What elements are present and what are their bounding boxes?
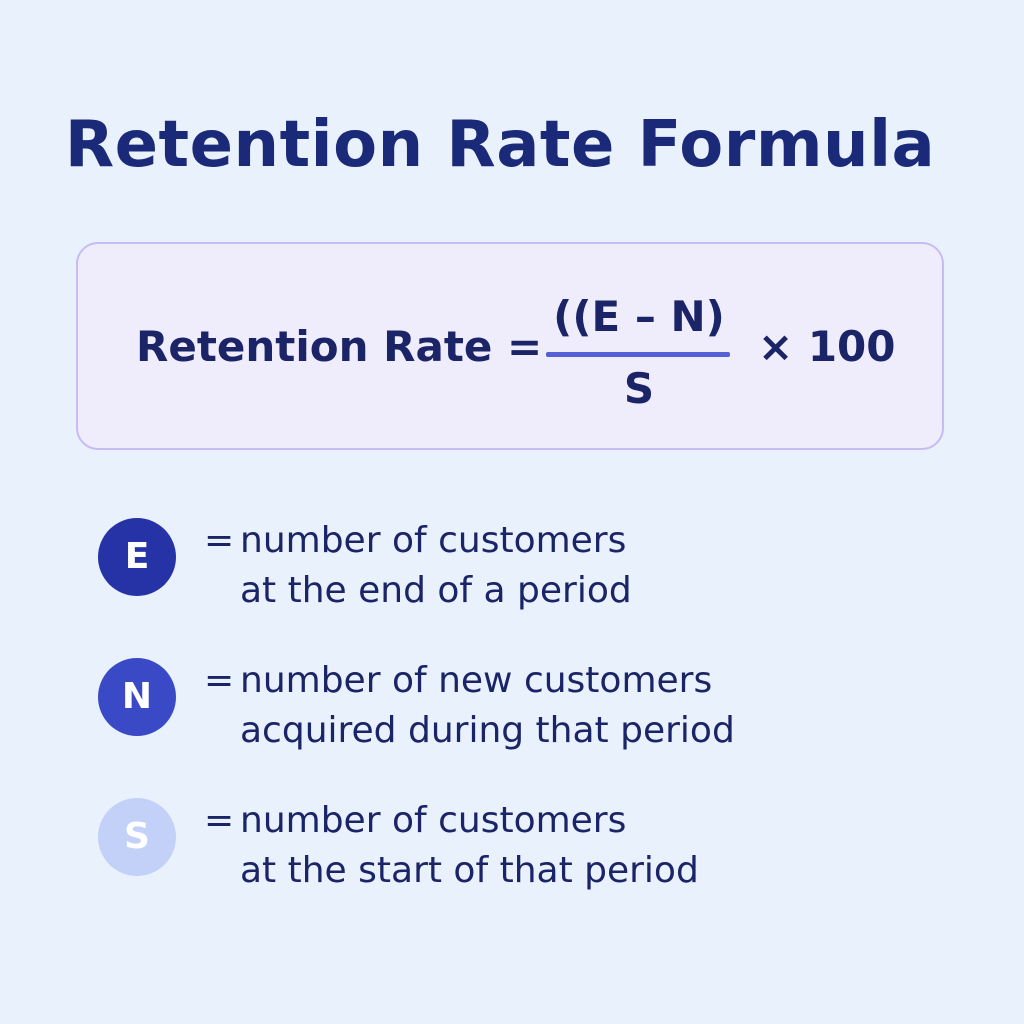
equals-sign: = — [204, 660, 235, 701]
definition-n: N = number of new customers acquired dur… — [98, 658, 858, 758]
formula-denominator: S — [623, 364, 655, 413]
formula-multiplier: × 100 — [758, 322, 896, 371]
definition-s: S = number of customers at the start of … — [98, 798, 858, 898]
symbol-badge-n: N — [98, 658, 176, 736]
definition-text-line1: number of customers — [240, 800, 627, 841]
formula-lhs: Retention Rate = — [136, 322, 543, 371]
symbol-badge-s: S — [98, 798, 176, 876]
equals-sign: = — [204, 520, 235, 561]
symbol-badge-e: E — [98, 518, 176, 596]
definition-text-line2: at the start of that period — [240, 850, 699, 891]
equals-sign: = — [204, 800, 235, 841]
definition-e: E = number of customers at the end of a … — [98, 518, 858, 618]
page-title: Retention Rate Formula — [64, 108, 936, 182]
formula-numerator: ((E – N) — [553, 292, 725, 341]
definition-text-line2: at the end of a period — [240, 570, 632, 611]
definition-text-line2: acquired during that period — [240, 710, 735, 751]
fraction-bar — [546, 352, 730, 357]
formula-box: Retention Rate = ((E – N) S × 100 — [76, 242, 944, 450]
definition-text-line1: number of customers — [240, 520, 627, 561]
definition-text-line1: number of new customers — [240, 660, 713, 701]
